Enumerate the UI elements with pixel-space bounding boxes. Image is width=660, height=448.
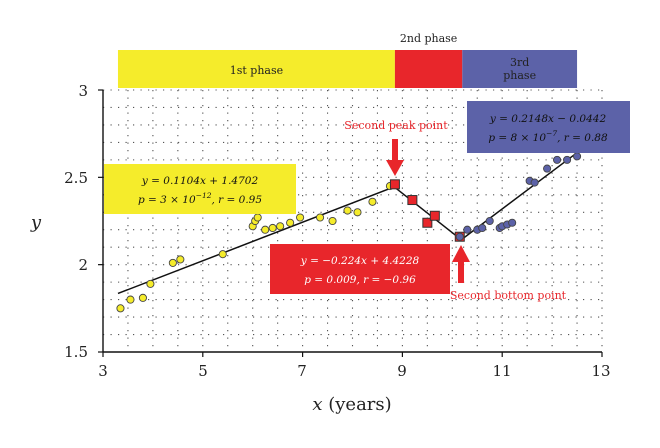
data-point bbox=[116, 304, 125, 313]
y-tick-label: 3 bbox=[78, 82, 88, 100]
y-tick-label: 2.5 bbox=[64, 169, 88, 187]
data-point bbox=[429, 210, 440, 221]
x-tick-label: 3 bbox=[98, 362, 108, 380]
data-point bbox=[218, 250, 227, 259]
data-point bbox=[316, 213, 325, 222]
annotation-phase3: y = 0.2148x − 0.0442 p = 8 × 10−7, r = 0… bbox=[467, 101, 630, 153]
annotation-box bbox=[467, 101, 630, 153]
data-point bbox=[176, 255, 185, 264]
phase-segment bbox=[394, 50, 463, 88]
annotation-stats: p = 0.009, r = −0.96 bbox=[304, 274, 416, 286]
data-point bbox=[328, 216, 337, 226]
y-tick-label: 1.5 bbox=[64, 343, 88, 361]
annotation-stats: p = 8 × 10−7, r = 0.88 bbox=[488, 129, 608, 144]
data-point bbox=[573, 152, 582, 161]
bottom-label: Second bottom point bbox=[450, 289, 567, 302]
fit-line bbox=[394, 186, 463, 242]
data-point bbox=[296, 213, 305, 222]
data-point bbox=[508, 218, 517, 227]
data-point bbox=[261, 225, 270, 234]
data-point bbox=[553, 155, 562, 164]
annotation-stats: p = 3 × 10−12, r = 0.95 bbox=[138, 191, 262, 206]
phase-label: 2nd phase bbox=[400, 32, 457, 45]
phase-segment bbox=[117, 50, 395, 88]
x-tick-label: 11 bbox=[492, 362, 511, 380]
y-tick-label: 2 bbox=[78, 256, 88, 274]
x-axis-title: x (years) bbox=[312, 394, 391, 415]
data-point bbox=[407, 195, 418, 206]
data-points bbox=[116, 152, 582, 313]
data-point bbox=[455, 232, 464, 241]
x-tick-label: 13 bbox=[591, 362, 610, 380]
data-point bbox=[478, 223, 487, 233]
data-point bbox=[563, 155, 572, 164]
data-point bbox=[276, 222, 285, 231]
fit-line bbox=[117, 185, 396, 295]
data-point bbox=[126, 295, 135, 304]
x-tick-label: 5 bbox=[198, 362, 208, 380]
phase-bar: 1st phase 2nd phase 3rd phase bbox=[117, 32, 578, 88]
annotation-box bbox=[104, 164, 296, 214]
data-point bbox=[286, 218, 295, 227]
axis-ticks bbox=[98, 89, 603, 357]
data-point bbox=[268, 223, 277, 233]
annotation-box bbox=[270, 244, 450, 294]
data-point bbox=[530, 178, 539, 187]
data-point bbox=[463, 225, 472, 234]
phase-label: 1st phase bbox=[230, 64, 283, 77]
phase-label: 3rd phase bbox=[503, 56, 536, 82]
data-point bbox=[138, 293, 147, 302]
data-point bbox=[168, 258, 177, 267]
annotation-phase2: y = −0.224x + 4.4228 p = 0.009, r = −0.9… bbox=[270, 244, 450, 294]
x-tick-label: 9 bbox=[397, 362, 407, 380]
annotation-equation: y = 0.1104x + 1.4702 bbox=[141, 175, 259, 187]
annotation-equation: y = −0.224x + 4.4228 bbox=[300, 255, 420, 267]
data-point bbox=[343, 206, 352, 215]
y-axis-title: y bbox=[30, 212, 42, 233]
annotation-phase1: y = 0.1104x + 1.4702 p = 3 × 10−12, r = … bbox=[104, 164, 296, 214]
bottom-arrow bbox=[452, 245, 470, 283]
data-point bbox=[422, 217, 433, 228]
data-point bbox=[368, 197, 377, 206]
data-point bbox=[389, 179, 400, 190]
x-tick-label: 7 bbox=[297, 362, 307, 380]
data-point bbox=[353, 208, 362, 217]
data-point bbox=[253, 213, 262, 222]
peak-arrow bbox=[386, 139, 404, 176]
data-point bbox=[543, 164, 552, 173]
data-point bbox=[146, 279, 155, 288]
data-point bbox=[485, 216, 494, 226]
phase-segment bbox=[462, 50, 578, 88]
peak-label: Second peak point bbox=[344, 119, 448, 132]
annotation-equation: y = 0.2148x − 0.0442 bbox=[489, 113, 607, 125]
